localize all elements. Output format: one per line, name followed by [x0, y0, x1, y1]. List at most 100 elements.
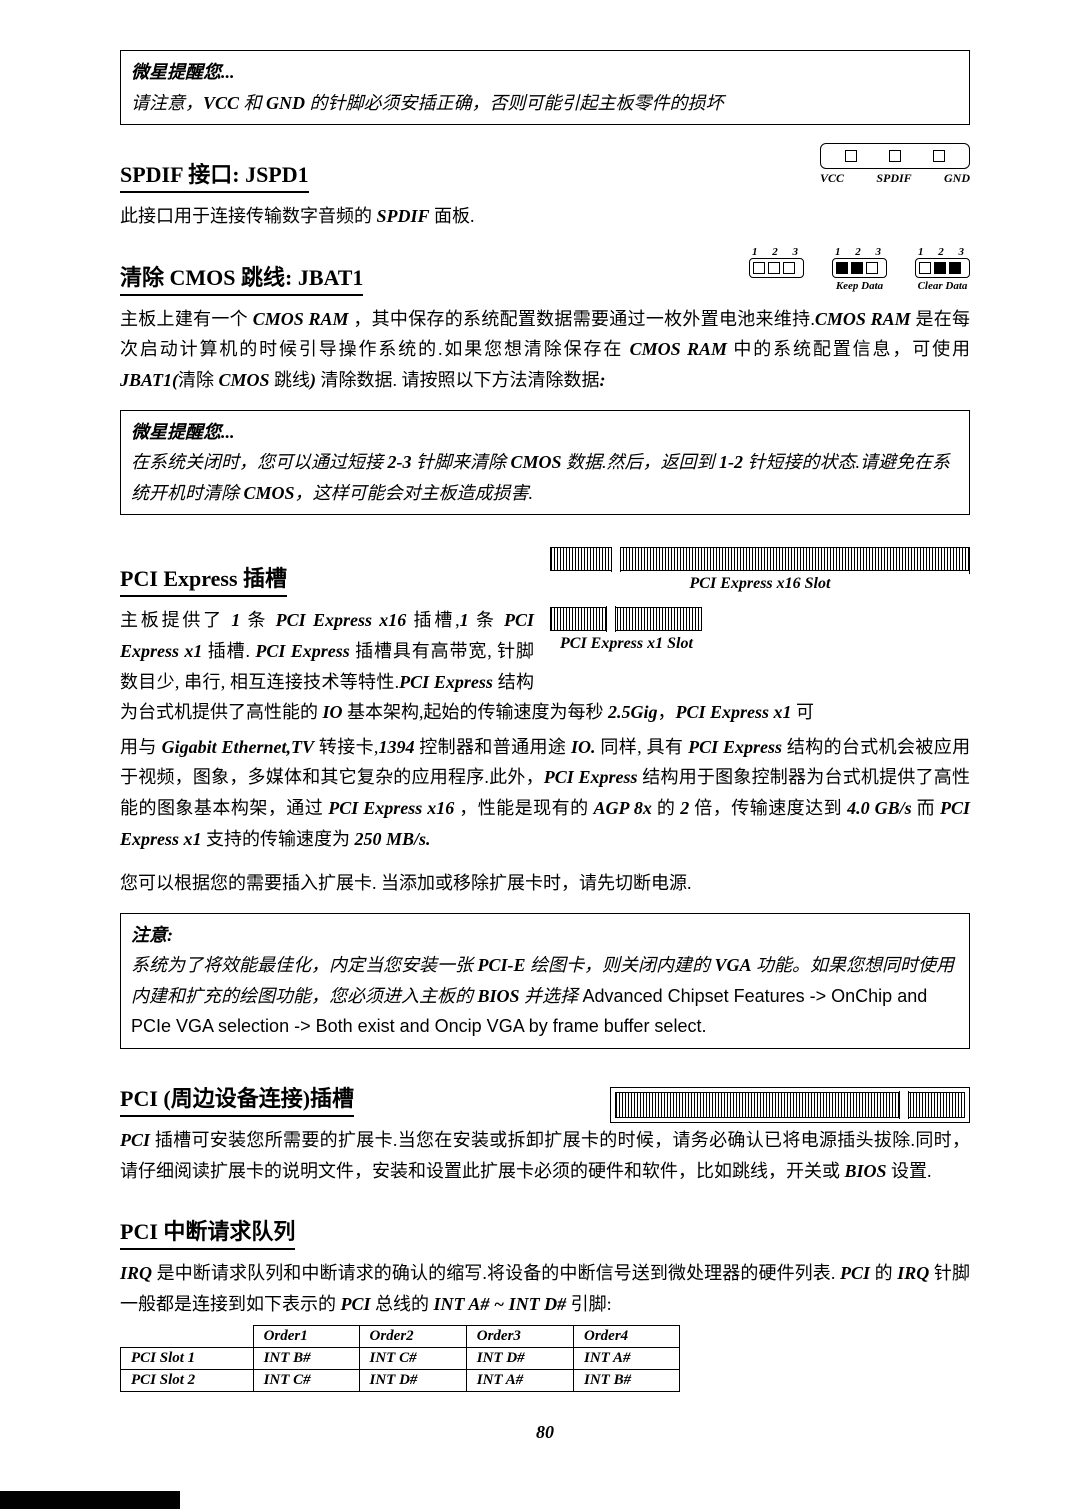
notice-title: 微星提醒您... [131, 417, 959, 448]
cell: Order1 [253, 1326, 359, 1348]
pcie-heading: PCI Express 插槽 [120, 561, 287, 597]
t: ， [658, 702, 676, 722]
jumper-nums: 1 2 3 [749, 246, 804, 258]
pcie-diagram: PCI Express x16 Slot PCI Express x1 Slot [550, 547, 970, 667]
txt: 面板. [430, 206, 475, 226]
t: 条 [469, 610, 504, 630]
t: : [600, 370, 606, 390]
cell: PCI Slot 2 [121, 1370, 254, 1392]
notice-box-2: 微星提醒您... 在系统关闭时，您可以通过短接 2-3 针脚来清除 CMOS 数… [120, 410, 970, 516]
pcie-full: 用与 Gigabit Ethernet,TV 转接卡,1394 控制器和普通用途… [120, 732, 970, 854]
t: ，其中保存的系统配置数据需要通过一枚外置电池来维持. [349, 309, 815, 329]
t: 中的系统配置信息，可使用 [727, 339, 970, 359]
t: 控制器和普通用途 [414, 737, 571, 757]
t: 1394 [378, 737, 414, 757]
txt: 和 [239, 93, 266, 113]
t: 跳线 [270, 370, 311, 390]
t: PCI [341, 1294, 371, 1314]
t: PCI Express [688, 737, 782, 757]
pci-heading: PCI (周边设备连接)插槽 [120, 1081, 354, 1117]
notice-body: 在系统关闭时，您可以通过短接 2-3 针脚来清除 CMOS 数据.然后，返回到 … [131, 447, 959, 508]
irq-table: Order1 Order2 Order3 Order4 PCI Slot 1 I… [120, 1325, 680, 1392]
cell: INT B# [574, 1370, 680, 1392]
table-row: PCI Slot 1 INT B# INT C# INT D# INT A# [121, 1348, 680, 1370]
t: 系统为了将效能最佳化，内定当您安装一张 [131, 955, 478, 975]
t: CMOS [511, 452, 562, 472]
t: CMOS RAM [630, 339, 727, 359]
cell: INT C# [359, 1348, 466, 1370]
t: PCI Express [544, 767, 638, 787]
irq-para: IRQ 是中断请求队列和中断请求的确认的缩写.将设备的中断信号送到微处理器的硬件… [120, 1258, 970, 1319]
notice-title: 微星提醒您... [131, 57, 959, 88]
txt: 请注意， [131, 93, 203, 113]
t: IO. [571, 737, 596, 757]
txt: GND [266, 93, 305, 113]
label-vcc: VCC [820, 171, 844, 186]
t: 插槽可安装您所需要的扩展卡.当您在安装或拆卸扩展卡的时候，请务必确认已将电源插头… [120, 1130, 970, 1181]
t: 引脚: [566, 1294, 612, 1314]
t: ，性能是现有的 [454, 798, 593, 818]
t: 1 [231, 610, 240, 630]
t: 主板提供了 [120, 610, 231, 630]
t: 倍，传输速度达到 [689, 798, 847, 818]
spdif-para: 此接口用于连接传输数字音频的 SPDIF 面板. [120, 201, 970, 232]
notice-body: 系统为了将效能最佳化，内定当您安装一张 PCI-E 绘图卡，则关闭内建的 VGA… [131, 950, 959, 1042]
t: BIOS [845, 1161, 887, 1181]
t: 用与 [120, 737, 162, 757]
pcie-full2: 您可以根据您的需要插入扩展卡. 当添加或移除扩展卡时，请先切断电源. [120, 868, 970, 899]
t: INT A# ~ INT D# [434, 1294, 567, 1314]
slot1-label: PCI Express x1 Slot [550, 635, 970, 653]
t: CMOS [219, 370, 270, 390]
pci-para: PCI 插槽可安装您所需要的扩展卡.当您在安装或拆卸扩展卡的时候，请务必确认已将… [120, 1125, 970, 1186]
t: 同样, 具有 [596, 737, 689, 757]
t: 绘图卡，则关闭内建的 [526, 955, 715, 975]
table-row: PCI Slot 2 INT C# INT D# INT A# INT B# [121, 1370, 680, 1392]
t: AGP 8x [594, 798, 652, 818]
t: 设置. [887, 1161, 932, 1181]
t: PCI [120, 1130, 150, 1150]
t: VGA [715, 955, 752, 975]
t: 清除数据. 请按照以下方法清除数据 [316, 370, 600, 390]
txt: 此接口用于连接传输数字音频的 [120, 206, 377, 226]
t: PCI Express [399, 672, 493, 692]
t: 总线的 [371, 1294, 434, 1314]
cell: Order3 [466, 1326, 573, 1348]
t: PCI Express [255, 641, 349, 661]
t: CMOS RAM [253, 309, 349, 329]
t: 而 [912, 798, 940, 818]
pci-diagram [610, 1087, 970, 1123]
label-gnd: GND [944, 171, 970, 186]
t: 在系统关闭时，您可以通过短接 [131, 452, 388, 472]
t: ，这样可能会对主板造成损害. [295, 483, 534, 503]
page-number: 80 [120, 1422, 970, 1443]
cell: INT D# [359, 1370, 466, 1392]
t: 并选择 [520, 986, 583, 1006]
t: 转接卡, [314, 737, 378, 757]
t: 针脚来清除 [412, 452, 511, 472]
t: 是中断请求队列和中断请求的确认的缩写.将设备的中断信号送到微处理器的硬件列表. [152, 1263, 840, 1283]
cmos-heading: 清除 CMOS 跳线: JBAT1 [120, 260, 363, 296]
t: 250 MB/s. [355, 829, 431, 849]
t: 1 [460, 610, 469, 630]
notice-box-3: 注意: 系统为了将效能最佳化，内定当您安装一张 PCI-E 绘图卡，则关闭内建的… [120, 913, 970, 1049]
t: CMOS RAM [815, 309, 911, 329]
t: PCI Express x16 [276, 610, 407, 630]
t: 基本架构,起始的传输速度为每秒 [343, 702, 609, 722]
t: CMOS [244, 483, 295, 503]
t: 支持的传输速度为 [202, 829, 355, 849]
t: 条 [240, 610, 275, 630]
t: 的 [870, 1263, 897, 1283]
t: 2 [680, 798, 689, 818]
cell: Order4 [574, 1326, 680, 1348]
t: 的 [652, 798, 680, 818]
notice-body: 请注意，VCC 和 GND 的针脚必须安插正确，否则可能引起主板零件的损坏 [131, 88, 959, 119]
t: 2.5Gig [608, 702, 658, 722]
t: PCI-E [478, 955, 526, 975]
t: IO [323, 702, 343, 722]
t: 1-2 [719, 452, 743, 472]
t: 数据.然后，返回到 [562, 452, 720, 472]
table-row: Order1 Order2 Order3 Order4 [121, 1326, 680, 1348]
cell: INT C# [253, 1370, 359, 1392]
irq-heading: PCI 中断请求队列 [120, 1214, 295, 1250]
spdif-heading: SPDIF 接口: JSPD1 [120, 157, 309, 193]
